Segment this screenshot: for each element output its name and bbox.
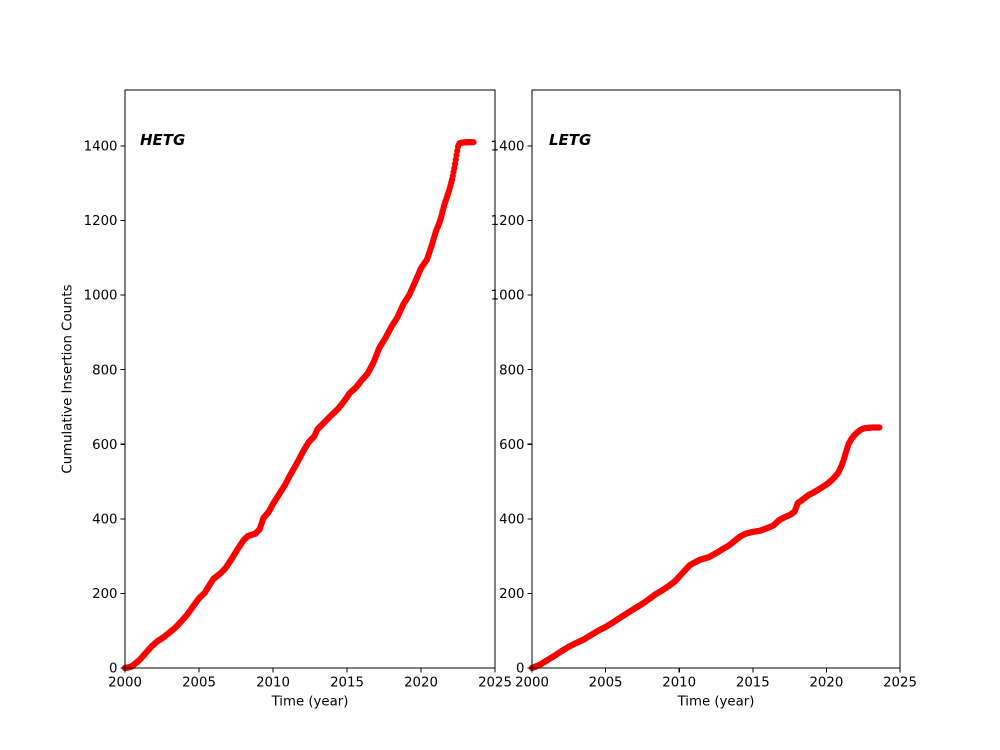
y-tick-label: 200 [92, 587, 117, 602]
y-tick-label: 1200 [491, 214, 525, 229]
x-tick-label: 2020 [404, 676, 438, 691]
x-tick-label: 2005 [182, 676, 216, 691]
data-points-letg [528, 424, 883, 672]
x-tick-label: 2020 [809, 676, 843, 691]
y-tick-label: 400 [92, 512, 117, 527]
x-axis-label-letg: Time (year) [677, 694, 755, 710]
y-tick-label: 600 [499, 438, 524, 453]
x-tick-label: 2025 [478, 676, 512, 691]
y-tick-label: 1000 [84, 289, 118, 304]
x-tick-label: 2010 [662, 676, 696, 691]
y-tick-label: 800 [92, 363, 117, 378]
x-tick-label: 2000 [515, 676, 549, 691]
x-tick-label: 2000 [108, 676, 142, 691]
letg-plot-panel: 2000 2005 2010 2015 2020 2025 0 200 400 600 800 100… [491, 89, 917, 691]
y-axis-label: Cumulative Insertion Counts [60, 284, 76, 474]
x-tick-label: 2015 [736, 676, 770, 691]
y-tick-label: 0 [109, 662, 117, 677]
x-tick-label: 2025 [883, 676, 917, 691]
letg-panel-label: LETG [549, 131, 592, 149]
y-tick-label: 200 [499, 587, 524, 602]
x-tick-label: 2010 [256, 676, 290, 691]
y-tick-label: 1400 [84, 140, 118, 155]
hetg-plot-panel: 2000 2005 2010 2015 2020 2025 0 200 400 600 800 100… [84, 89, 512, 691]
y-tick-label: 600 [92, 438, 117, 453]
x-tick-label: 2005 [589, 676, 623, 691]
y-tick-label: 1200 [84, 214, 118, 229]
x-axis-label-hetg: Time (year) [271, 694, 349, 710]
hetg-panel-label: HETG [140, 131, 186, 149]
y-tick-label: 1400 [491, 140, 525, 155]
data-points-hetg [121, 139, 477, 672]
y-tick-label: 400 [499, 512, 524, 527]
axes-box [531, 89, 901, 669]
x-tick-label: 2015 [330, 676, 364, 691]
y-tick-label: 800 [499, 363, 524, 378]
y-tick-label: 0 [516, 662, 524, 677]
data-point [876, 424, 883, 431]
y-tick-label: 1000 [491, 289, 525, 304]
data-point [470, 139, 477, 146]
axes-box [124, 89, 496, 669]
